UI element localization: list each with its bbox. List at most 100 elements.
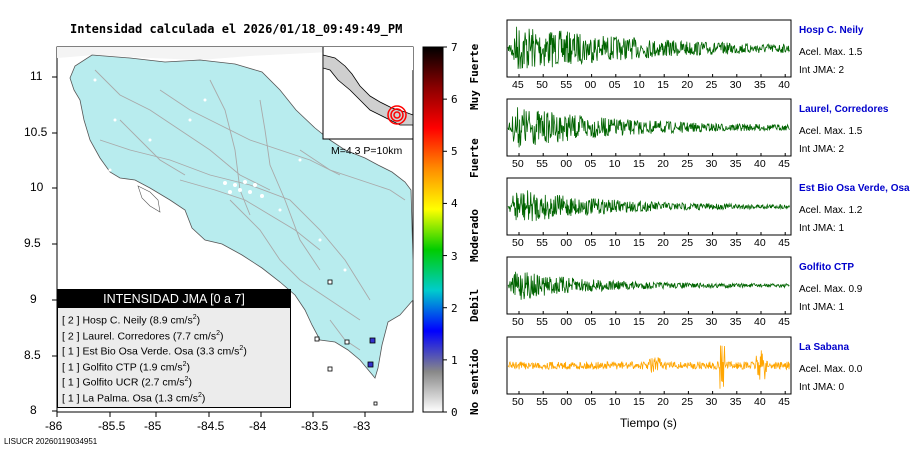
colorbar-tick-label: 2	[451, 301, 458, 315]
legend-tail: )	[201, 392, 206, 404]
map-y-tick-label: 11	[30, 69, 43, 83]
intensity-colorbar	[423, 46, 447, 413]
legend-station: Hosp C. Neily (8.9 cm/s	[82, 314, 193, 327]
legend-unit-sup: 2	[182, 360, 187, 368]
colorbar-fill	[423, 47, 443, 412]
legend-row: [ 1 ] Golfito UCR (2.7 cm/s2)	[62, 376, 192, 389]
seismogram-tick-label: 10	[608, 396, 621, 408]
station-marker	[314, 336, 320, 342]
seismogram-tick-label: 40	[754, 158, 766, 170]
x-axis-label: Tiempo (s)	[620, 416, 677, 430]
legend-station: Golfito UCR (2.7 cm/s	[82, 376, 185, 389]
legend-unit-sup: 2	[216, 329, 220, 337]
seismogram-tick-label: 40	[754, 316, 766, 328]
legend-station: Golfito CTP (1.9 cm/s	[82, 361, 183, 373]
station-jma: Int JMA: 2	[799, 65, 845, 76]
map-y-tick-label: 10.5	[24, 125, 48, 139]
station-name: Hosp C. Neily	[799, 25, 864, 36]
station-jma: Int JMA: 1	[799, 223, 845, 234]
seismogram-tick-label: 35	[729, 396, 742, 408]
seismogram-trace	[507, 107, 790, 148]
station-accel: Acel. Max. 0.9	[799, 284, 863, 295]
seismogram-tick-label: 25	[681, 237, 694, 249]
legend-tail: )	[196, 314, 201, 327]
legend-jma: [ 2 ]	[62, 314, 83, 327]
seismogram-tick-label: 25	[681, 158, 694, 170]
seismogram-tick-label: 00	[560, 158, 573, 170]
seismogram-tick-label: 50	[512, 158, 524, 170]
colorbar-category-label: Muy Fuerte	[468, 43, 481, 110]
map-x-tick-label: -85	[144, 419, 162, 433]
seismogram-tick-label: 40	[778, 79, 790, 91]
map-y-tick-label: 9	[30, 292, 37, 306]
seismogram-tick-label: 15	[633, 396, 645, 408]
seismogram-tick-label: 05	[584, 158, 597, 170]
seismogram-tick-label: 50	[536, 79, 548, 91]
seismogram-tick-label: 00	[560, 237, 573, 249]
legend-row: [ 2 ] Hosp C. Neily (8.9 cm/s2)	[62, 314, 200, 327]
seismogram-tick-label: 55	[536, 158, 548, 170]
colorbar-frame	[422, 46, 444, 413]
seismogram-tick-label: 15	[657, 79, 669, 91]
map-x-tick-label: -83	[353, 419, 371, 433]
seismogram-tick-label: 50	[512, 396, 524, 408]
seismogram-tick-label: 00	[560, 396, 573, 408]
station-name: Laurel, Corredores	[799, 104, 889, 115]
map-axis-ticks	[52, 76, 366, 417]
seismogram-tick-label: 25	[681, 316, 694, 328]
seismogram-tick-label: 45	[778, 316, 790, 328]
seismograms	[506, 19, 792, 395]
station-marker	[327, 366, 333, 372]
city-dots	[93, 78, 347, 272]
legend-jma: [ 2 ]	[62, 330, 83, 342]
colorbar-tick-label: 5	[451, 145, 458, 159]
station-marker	[369, 337, 376, 344]
legend-unit-sup: 2	[184, 376, 189, 383]
station-jma: Int JMA: 0	[799, 382, 845, 393]
seismogram-tick-label: 05	[584, 237, 597, 249]
legend-unit-sup: 2	[239, 345, 244, 352]
seismogram-tick-label: 40	[754, 396, 766, 408]
map-x-tick-label: -86	[45, 419, 63, 433]
seismogram-tick-label: 20	[657, 158, 669, 170]
colorbar-tick-label: 0	[451, 406, 458, 419]
map-y-tick-label: 8.5	[24, 348, 41, 362]
seismogram-tick-label: 20	[657, 316, 669, 328]
legend-tail: )	[243, 345, 247, 358]
seismogram-tick-label: 05	[608, 79, 621, 91]
legend-row: [ 1 ] Golfito CTP (1.9 cm/s2)	[62, 361, 190, 374]
colorbar-category-label: No sentido	[468, 348, 481, 415]
seismogram-tick-label: 10	[608, 158, 621, 170]
seismogram-tick-label: 50	[512, 316, 524, 328]
map-x-tick-label: -84.5	[197, 419, 225, 433]
seismogram-trace	[507, 345, 790, 389]
seismogram-tick-label: 10	[633, 79, 645, 91]
legend-jma: [ 1 ]	[62, 345, 83, 358]
legend-row: [ 1 ] La Palma. Osa (1.3 cm/s2)	[62, 392, 205, 405]
seismogram-tick-label: 30	[729, 79, 742, 91]
station-accel: Acel. Max. 1.2	[799, 205, 863, 216]
map-y-tick-label: 8	[30, 403, 37, 417]
seismogram-tick-label: 45	[512, 79, 524, 91]
station-marker	[327, 279, 333, 285]
colorbar-tick-label: 1	[451, 353, 458, 367]
station-marker	[373, 401, 378, 406]
inset-country-shape	[322, 54, 414, 126]
seismogram-tick-label: 10	[608, 316, 621, 328]
seismogram-tick-label: 25	[705, 79, 718, 91]
legend-jma: [ 1 ]	[62, 392, 83, 404]
station-jma: Int JMA: 1	[799, 302, 845, 313]
legend-row: [ 1 ] Est Bio Osa Verde. Osa (3.3 cm/s2)	[62, 345, 247, 358]
seismogram-tick-label: 45	[778, 158, 790, 170]
costa-rica-shape	[69, 54, 414, 379]
road-network	[94, 69, 406, 351]
seismogram-tick-label: 05	[584, 396, 597, 408]
map-title: Intensidad calculada el 2026/01/18_09:49…	[70, 22, 403, 36]
station-name: La Sabana	[799, 342, 850, 353]
seismogram-tick-label: 55	[536, 237, 548, 249]
map-x-tick-label: -83.5	[301, 419, 329, 433]
seismogram-tick-label: 05	[584, 316, 597, 328]
seismogram-tick-label: 35	[729, 237, 742, 249]
seismogram-tick-label: 20	[657, 237, 669, 249]
